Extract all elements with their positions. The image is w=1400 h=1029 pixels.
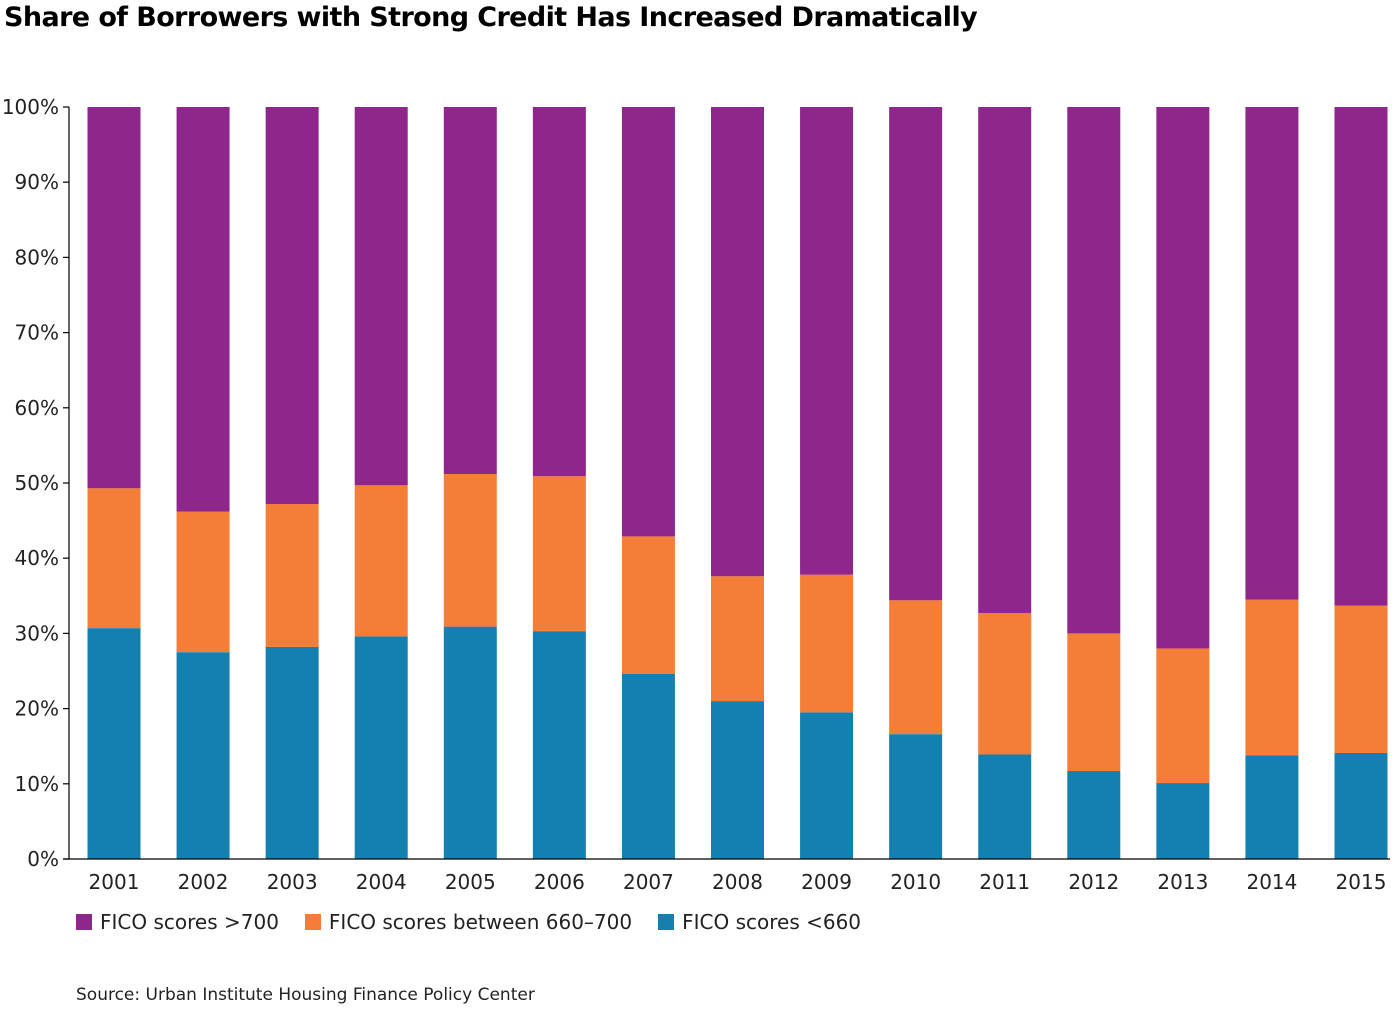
y-tick-label-8: 80%	[15, 245, 59, 269]
bar-2001-series-2	[87, 107, 141, 489]
bar-2006-series-1	[532, 476, 586, 632]
legend-label-fico-below-660: FICO scores <660	[682, 910, 862, 934]
x-tick-label-2009: 2009	[801, 870, 852, 894]
bar-2008-series-2	[711, 107, 764, 577]
bar-2013-series-0	[1156, 783, 1210, 859]
bar-2015-series-1	[1334, 605, 1388, 753]
legend-item-fico-above-700: FICO scores >700	[76, 910, 279, 934]
bar-2007-series-2	[621, 107, 675, 537]
x-tick-label-2004: 2004	[356, 870, 407, 894]
x-tick-label-2014: 2014	[1246, 870, 1297, 894]
bar-2009-series-0	[800, 712, 854, 859]
bar-2014-series-2	[1245, 107, 1299, 600]
y-tick-label-10: 100%	[2, 95, 59, 119]
bar-2014-series-0	[1245, 755, 1299, 859]
y-tick-label-3: 30%	[15, 621, 59, 645]
bar-2014-series-1	[1245, 599, 1299, 756]
legend-item-fico-below-660: FICO scores <660	[658, 910, 861, 934]
bar-2013-series-1	[1156, 648, 1210, 784]
bar-2004-series-2	[354, 107, 408, 486]
y-tick-label-5: 50%	[15, 471, 59, 495]
y-tick-label-6: 60%	[15, 396, 59, 420]
y-tick-label-7: 70%	[15, 321, 59, 345]
y-tick-label-9: 90%	[15, 170, 59, 194]
bar-2010-series-0	[889, 734, 943, 859]
legend-item-fico-660-700: FICO scores between 660–700	[304, 910, 633, 934]
x-tick-label-2008: 2008	[712, 870, 763, 894]
x-tick-label-2011: 2011	[979, 870, 1030, 894]
legend: FICO scores >700 FICO scores between 660…	[76, 910, 887, 934]
bar-2010-series-1	[889, 600, 943, 735]
y-tick-label-2: 20%	[15, 697, 59, 721]
bar-2012-series-2	[1067, 107, 1121, 634]
bar-2008-series-0	[711, 701, 764, 859]
bar-2005-series-1	[443, 473, 497, 627]
x-tick-label-2001: 2001	[89, 870, 140, 894]
bar-2007-series-0	[621, 674, 675, 859]
x-tick-label-2002: 2002	[178, 870, 229, 894]
bar-2009-series-2	[800, 107, 854, 575]
bar-2015-series-0	[1334, 752, 1388, 859]
bar-2011-series-0	[978, 754, 1032, 859]
x-tick-label-2015: 2015	[1336, 870, 1387, 894]
source-note: Source: Urban Institute Housing Finance …	[76, 985, 535, 1005]
stacked-bar-chart: 0% 10% 20% 30% 40% 50% 60% 70% 80% 90% 100% 2001 200…	[2, 95, 1390, 894]
bar-2009-series-1	[800, 574, 854, 713]
x-tick-label-2003: 2003	[267, 870, 318, 894]
bar-2001-series-0	[87, 628, 141, 859]
bar-2011-series-1	[978, 613, 1032, 755]
bar-2004-series-1	[354, 485, 408, 637]
bar-2006-series-2	[532, 107, 586, 477]
bar-2010-series-2	[889, 107, 943, 601]
bar-2005-series-2	[443, 107, 497, 474]
bar-2001-series-1	[87, 488, 141, 629]
x-tick-label-2005: 2005	[445, 870, 496, 894]
bar-2002-series-2	[176, 107, 230, 512]
bar-2003-series-2	[265, 107, 319, 505]
bar-2002-series-1	[176, 511, 230, 653]
legend-swatch-fico-660-700	[304, 914, 321, 930]
x-tick-label-2010: 2010	[890, 870, 941, 894]
legend-swatch-fico-below-660	[658, 914, 675, 930]
bar-2005-series-0	[443, 626, 497, 859]
bar-2013-series-2	[1156, 107, 1210, 649]
y-tick-label-0: 0%	[27, 847, 59, 871]
legend-swatch-fico-above-700	[76, 914, 92, 930]
y-tick-label-4: 40%	[15, 546, 59, 570]
x-tick-label-2007: 2007	[623, 870, 674, 894]
y-tick-label-1: 10%	[15, 772, 59, 796]
legend-label-fico-above-700: FICO scores >700	[100, 910, 279, 934]
bar-2004-series-0	[354, 636, 408, 859]
bar-2007-series-1	[621, 536, 675, 675]
bar-2003-series-1	[265, 504, 319, 647]
x-tick-label-2006: 2006	[534, 870, 585, 894]
bar-2002-series-0	[176, 652, 230, 859]
bar-2003-series-0	[265, 646, 319, 859]
x-tick-label-2012: 2012	[1068, 870, 1119, 894]
x-tick-label-2013: 2013	[1157, 870, 1208, 894]
bar-2011-series-2	[978, 107, 1032, 614]
bar-2006-series-0	[532, 631, 586, 859]
bar-2012-series-0	[1067, 771, 1121, 859]
bar-2012-series-1	[1067, 633, 1121, 772]
bar-2015-series-2	[1334, 107, 1388, 606]
legend-label-fico-660-700: FICO scores between 660–700	[328, 910, 633, 934]
bar-2008-series-1	[711, 576, 764, 702]
chart-title: Share of Borrowers with Strong Credit Ha…	[4, 2, 978, 33]
